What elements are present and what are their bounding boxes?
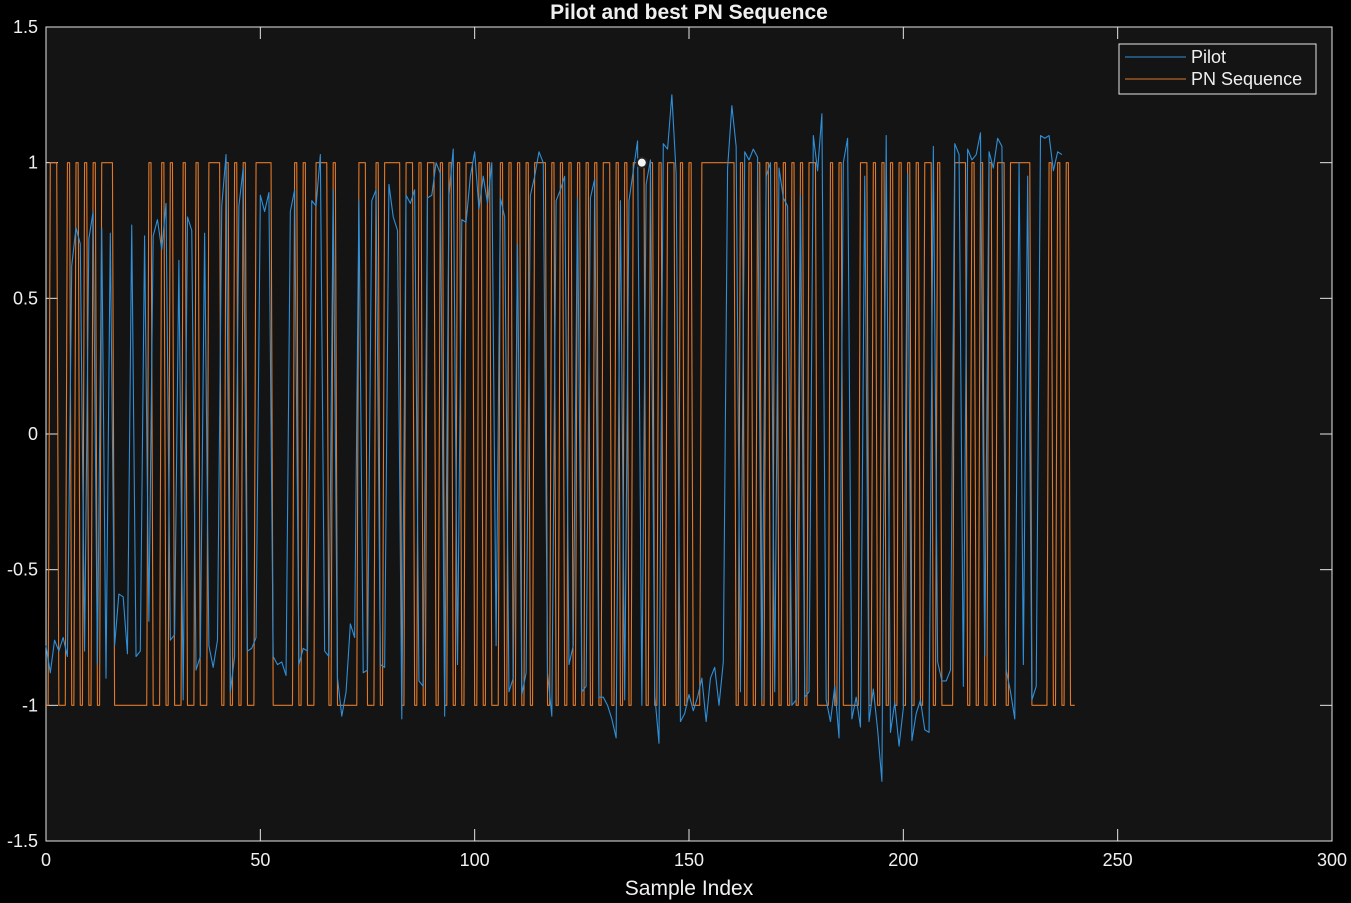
data-tip-point[interactable] <box>635 156 648 169</box>
data-tip-marker[interactable] <box>635 156 648 169</box>
series-pilot-line <box>45 94 1063 782</box>
y-tick-label: 1 <box>28 153 38 173</box>
legend-box <box>1118 43 1317 95</box>
x-axis-tick-labels: 0 50 100 150 200 250 300 <box>41 850 1347 870</box>
x-tick-label: 0 <box>41 850 51 870</box>
legend-label-pn-sequence: PN Sequence <box>1191 69 1302 89</box>
x-tick-label: 50 <box>250 850 270 870</box>
x-axis-title: Sample Index <box>625 877 754 900</box>
chart-title: Pilot and best PN Sequence <box>550 1 828 24</box>
y-tick-label: -1 <box>22 695 38 715</box>
y-tick-label: 0 <box>28 424 38 444</box>
y-axis-tick-labels: -1.5 -1 -0.5 0 0.5 1 1.5 <box>7 17 38 851</box>
x-tick-label: 100 <box>460 850 490 870</box>
y-tick-label: -1.5 <box>7 831 38 851</box>
legend-label-pilot: Pilot <box>1191 47 1226 67</box>
x-tick-label: 250 <box>1103 850 1133 870</box>
y-tick-label: -0.5 <box>7 560 38 580</box>
y-tick-label: 1.5 <box>13 17 38 37</box>
y-tick-label: 0.5 <box>13 288 38 308</box>
series-lines <box>45 94 1075 782</box>
plot-area[interactable] <box>45 26 1333 842</box>
legend[interactable]: Pilot PN Sequence <box>1118 43 1317 95</box>
x-tick-label: 200 <box>888 850 918 870</box>
axis-ticks <box>45 26 1333 842</box>
x-tick-label: 300 <box>1317 850 1347 870</box>
x-tick-label: 150 <box>674 850 704 870</box>
